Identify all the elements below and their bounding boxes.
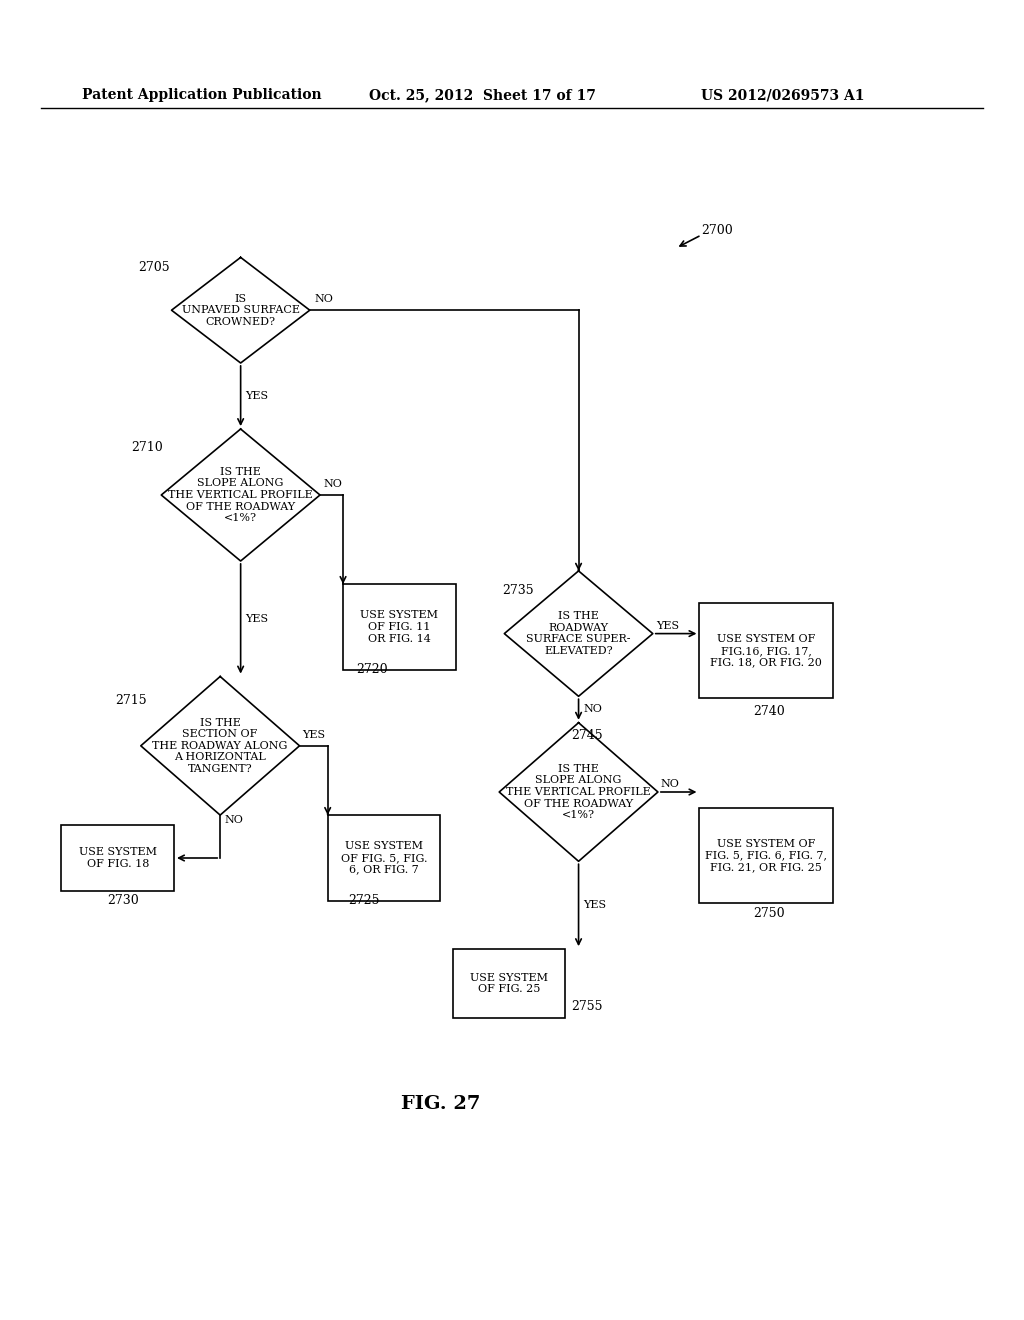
Text: USE SYSTEM OF
FIG.16, FIG. 17,
FIG. 18, OR FIG. 20: USE SYSTEM OF FIG.16, FIG. 17, FIG. 18, … bbox=[710, 634, 822, 668]
Text: USE SYSTEM
OF FIG. 11
OR FIG. 14: USE SYSTEM OF FIG. 11 OR FIG. 14 bbox=[360, 610, 438, 644]
Text: US 2012/0269573 A1: US 2012/0269573 A1 bbox=[701, 88, 865, 102]
Text: 2735: 2735 bbox=[502, 583, 534, 597]
Text: YES: YES bbox=[584, 900, 606, 911]
Text: FIG. 27: FIG. 27 bbox=[400, 1094, 480, 1113]
Text: 2740: 2740 bbox=[754, 705, 785, 718]
Text: IS THE
SLOPE ALONG
THE VERTICAL PROFILE
OF THE ROADWAY
<1%?: IS THE SLOPE ALONG THE VERTICAL PROFILE … bbox=[506, 764, 651, 820]
Text: YES: YES bbox=[302, 730, 326, 739]
Text: NO: NO bbox=[224, 814, 243, 825]
Text: 2750: 2750 bbox=[754, 907, 785, 920]
Text: IS THE
SLOPE ALONG
THE VERTICAL PROFILE
OF THE ROADWAY
<1%?: IS THE SLOPE ALONG THE VERTICAL PROFILE … bbox=[168, 467, 313, 523]
Text: 2715: 2715 bbox=[115, 693, 146, 706]
Text: 2700: 2700 bbox=[701, 224, 733, 238]
Text: 2730: 2730 bbox=[108, 894, 139, 907]
Text: USE SYSTEM
OF FIG. 25: USE SYSTEM OF FIG. 25 bbox=[470, 973, 548, 994]
Text: NO: NO bbox=[660, 779, 680, 789]
Text: YES: YES bbox=[246, 391, 268, 401]
Text: NO: NO bbox=[584, 705, 602, 714]
Text: Patent Application Publication: Patent Application Publication bbox=[82, 88, 322, 102]
Text: USE SYSTEM
OF FIG. 5, FIG.
6, OR FIG. 7: USE SYSTEM OF FIG. 5, FIG. 6, OR FIG. 7 bbox=[341, 841, 427, 875]
Text: NO: NO bbox=[314, 294, 334, 304]
Text: 2755: 2755 bbox=[571, 999, 603, 1012]
Bar bbox=[343, 583, 456, 671]
Text: NO: NO bbox=[323, 479, 342, 488]
Bar bbox=[699, 603, 833, 698]
Text: IS THE
ROADWAY
SURFACE SUPER-
ELEVATED?: IS THE ROADWAY SURFACE SUPER- ELEVATED? bbox=[526, 611, 631, 656]
Text: IS THE
SECTION OF
THE ROADWAY ALONG
A HORIZONTAL
TANGENT?: IS THE SECTION OF THE ROADWAY ALONG A HO… bbox=[153, 718, 288, 774]
Bar bbox=[61, 825, 174, 891]
Text: 2745: 2745 bbox=[571, 729, 603, 742]
Text: YES: YES bbox=[655, 620, 679, 631]
Text: USE SYSTEM OF
FIG. 5, FIG. 6, FIG. 7,
FIG. 21, OR FIG. 25: USE SYSTEM OF FIG. 5, FIG. 6, FIG. 7, FI… bbox=[705, 838, 827, 873]
Bar bbox=[699, 808, 833, 903]
Text: USE SYSTEM
OF FIG. 18: USE SYSTEM OF FIG. 18 bbox=[79, 847, 157, 869]
Bar bbox=[328, 814, 440, 900]
Text: Oct. 25, 2012  Sheet 17 of 17: Oct. 25, 2012 Sheet 17 of 17 bbox=[369, 88, 596, 102]
Text: 2705: 2705 bbox=[138, 260, 170, 273]
Text: YES: YES bbox=[246, 614, 268, 624]
Text: 2710: 2710 bbox=[131, 441, 163, 454]
Bar bbox=[453, 949, 565, 1018]
Text: 2725: 2725 bbox=[348, 894, 380, 907]
Text: IS
UNPAVED SURFACE
CROWNED?: IS UNPAVED SURFACE CROWNED? bbox=[181, 293, 300, 327]
Text: 2720: 2720 bbox=[356, 663, 388, 676]
